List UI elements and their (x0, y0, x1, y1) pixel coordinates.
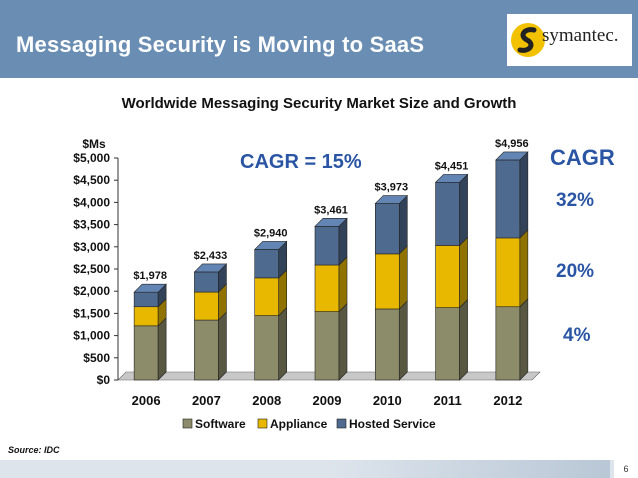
bar-side-1-2012 (519, 229, 529, 308)
bar-software-2009 (314, 311, 340, 381)
bar-side-1-2010 (398, 245, 408, 310)
bar-side-0-2010 (398, 300, 408, 381)
cagr-software-label: 4% (563, 325, 591, 346)
bar-top-2012 (495, 151, 529, 161)
total-label-2012: $4,956 (495, 138, 529, 150)
bar-side-0-2011 (459, 298, 468, 381)
logo-panel (507, 14, 632, 66)
bar-hosted-service-2009 (314, 226, 340, 266)
bar-side-0-2012 (519, 298, 529, 381)
y-tick-label-2: $1,000 (73, 329, 110, 343)
bar-side-0-2006 (157, 317, 167, 381)
total-label-2011: $4,451 (435, 160, 469, 172)
category-label-2010: 2010 (373, 393, 402, 408)
bar-software-2008 (254, 315, 280, 381)
y-tick-label-7: $3,500 (73, 218, 110, 232)
cagr-appliance-label: 20% (556, 261, 595, 282)
slide-title: Messaging Security is Moving to SaaS (16, 32, 425, 57)
bar-side-2-2010 (398, 194, 408, 255)
category-label-2012: 2012 (493, 393, 522, 408)
category-label-2011: 2011 (433, 393, 461, 408)
bar-top-2011 (434, 174, 469, 183)
y-tick-label-3: $1,500 (73, 306, 110, 320)
y-axis-label: $Ms (82, 137, 106, 151)
bar-appliance-2006 (133, 306, 159, 327)
total-label-2008: $2,940 (254, 227, 288, 239)
bar-hosted-service-2011 (435, 182, 460, 246)
bar-hosted-service-2012 (495, 159, 521, 239)
bar-appliance-2009 (314, 264, 340, 312)
legend-label-0: Software (195, 417, 246, 431)
bar-side-1-2011 (459, 236, 468, 309)
legend-swatch-1 (257, 418, 268, 429)
bar-hosted-service-2008 (254, 249, 280, 279)
category-label-2007: 2007 (192, 393, 221, 408)
category-label-2006: 2006 (132, 393, 161, 408)
bar-appliance-2011 (435, 245, 460, 308)
bar-side-2-2012 (519, 151, 529, 239)
source-note: Source: IDC (8, 445, 60, 455)
total-label-2007: $2,433 (194, 250, 228, 262)
y-tick-label-5: $2,500 (73, 262, 110, 276)
category-label-2008: 2008 (252, 393, 281, 408)
bar-side-0-2008 (278, 306, 288, 381)
bar-software-2007 (194, 319, 219, 381)
cagr-hosted-label: 32% (556, 190, 595, 211)
bar-appliance-2010 (374, 253, 400, 310)
footer-gradient (330, 460, 610, 478)
bar-appliance-2007 (194, 291, 219, 321)
total-label-2009: $3,461 (314, 204, 348, 216)
y-tick-label-9: $4,500 (73, 173, 110, 187)
bar-appliance-2008 (254, 277, 280, 316)
y-tick-label-10: $5,000 (73, 151, 110, 165)
legend-label-2: Hosted Service (349, 417, 436, 431)
bar-side-0-2009 (338, 302, 348, 381)
y-tick-label-4: $2,000 (73, 284, 110, 298)
bar-software-2012 (495, 306, 521, 381)
bar-side-2-2011 (459, 173, 468, 247)
legend-swatch-2 (336, 418, 347, 429)
bar-top-2008 (253, 241, 288, 250)
bar-hosted-service-2010 (374, 203, 400, 255)
cagr-total-label: CAGR = 15% (240, 151, 362, 173)
bar-software-2006 (133, 325, 159, 381)
y-tick-label-1: $500 (83, 351, 110, 365)
y-tick-label-6: $3,000 (73, 240, 110, 254)
legend-swatch-0 (182, 418, 193, 429)
logo-text: symantec. (542, 25, 619, 46)
page-number: 6 (614, 460, 638, 478)
bar-hosted-service-2007 (194, 271, 219, 293)
y-tick-label-8: $4,000 (73, 195, 110, 209)
bar-software-2011 (435, 307, 460, 381)
bar-top-2010 (374, 195, 409, 204)
y-tick-label-0: $0 (97, 373, 111, 387)
category-label-2009: 2009 (313, 393, 342, 408)
bar-top-2007 (193, 263, 228, 273)
bar-software-2010 (374, 308, 400, 381)
cagr-heading: CAGR (550, 145, 615, 170)
bar-side-0-2007 (218, 311, 227, 381)
total-label-2006: $1,978 (133, 270, 167, 282)
symantec-logo-icon (511, 23, 545, 57)
total-label-2010: $3,973 (374, 182, 408, 194)
legend-label-1: Appliance (270, 417, 328, 431)
chart-title: Worldwide Messaging Security Market Size… (121, 95, 517, 112)
bar-side-1-2009 (338, 256, 348, 313)
bar-top-2006 (133, 283, 167, 293)
bar-hosted-service-2006 (133, 291, 159, 308)
bar-top-2009 (314, 218, 348, 227)
bar-appliance-2012 (495, 237, 521, 308)
